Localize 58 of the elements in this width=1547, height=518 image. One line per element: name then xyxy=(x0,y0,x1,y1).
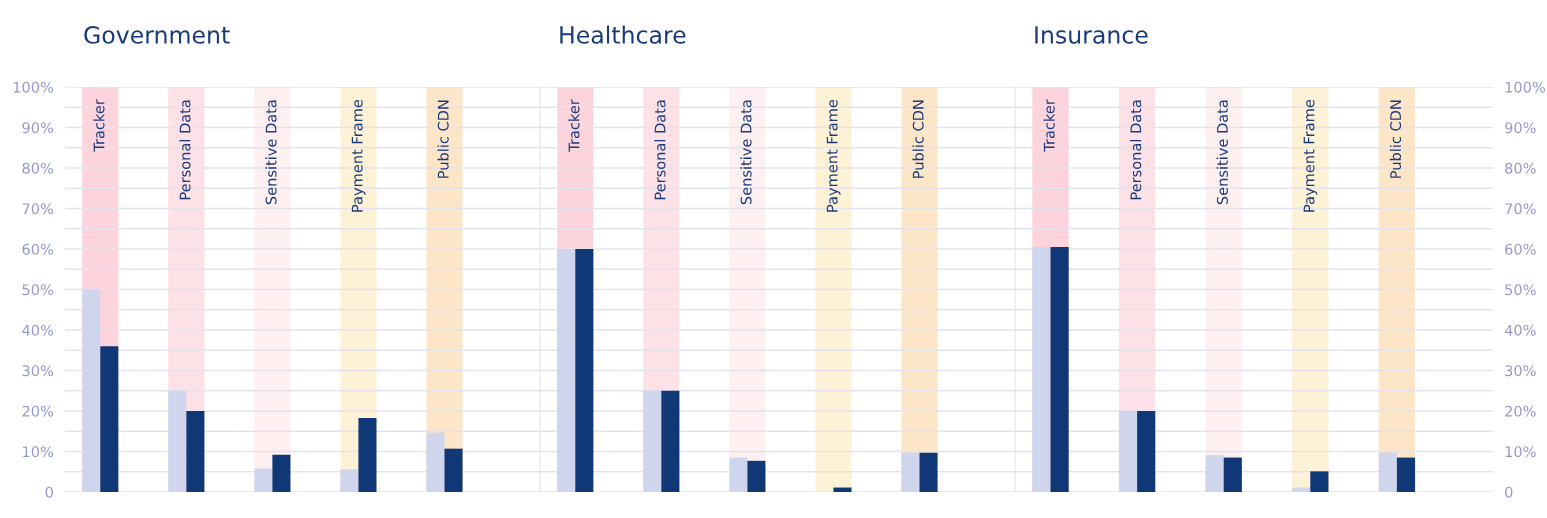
y2-tick-label: 20% xyxy=(1505,405,1536,417)
y2-tick-label: 60% xyxy=(1505,243,1536,255)
y-tick-label: 100% xyxy=(13,81,54,93)
y-tick-label: 30% xyxy=(22,365,54,377)
y2-tick-label: 70% xyxy=(1505,203,1536,215)
bar xyxy=(1118,411,1138,492)
y2-tick-label: 10% xyxy=(1505,446,1536,458)
bar xyxy=(444,448,463,492)
y-tick-label: 60% xyxy=(22,243,54,255)
bar xyxy=(340,469,359,492)
bar xyxy=(272,454,291,492)
bar xyxy=(1378,452,1397,492)
y2-tick-label: 40% xyxy=(1504,324,1536,336)
bar xyxy=(729,457,748,492)
y2-tick-label: 50% xyxy=(1505,284,1536,296)
bar xyxy=(426,432,445,492)
bar xyxy=(1396,457,1416,492)
bar xyxy=(833,487,852,492)
bar xyxy=(643,390,662,492)
bar xyxy=(919,452,938,492)
x-tick-label: Sensitive Data xyxy=(1216,100,1228,205)
y-tick-label: 50% xyxy=(22,284,54,296)
bar xyxy=(186,411,205,492)
bar xyxy=(1137,411,1156,492)
bar xyxy=(575,249,594,492)
y2-tick-label: 80% xyxy=(1505,162,1536,174)
bar xyxy=(901,452,920,492)
y-tick-label: 10% xyxy=(23,446,54,458)
bar xyxy=(100,346,119,492)
x-tick-label: Tracker xyxy=(1043,99,1055,152)
y-tick-label: 80% xyxy=(22,162,54,174)
bar xyxy=(1032,246,1051,492)
y-tick-label: 20% xyxy=(22,405,54,417)
bar xyxy=(168,390,187,492)
x-tick-label: Personal Data xyxy=(1130,100,1142,200)
bar xyxy=(1223,457,1242,492)
bar xyxy=(747,460,766,492)
y2-tick-label: 0 xyxy=(1505,486,1513,498)
y-tick-label: 70% xyxy=(22,203,54,215)
chart-title: Government xyxy=(84,25,230,44)
bar xyxy=(82,289,101,492)
bar xyxy=(1310,471,1329,492)
bar xyxy=(254,468,273,492)
y2-tick-label: 30% xyxy=(1505,365,1536,377)
bar xyxy=(358,417,377,492)
bar xyxy=(557,249,576,492)
chart-title: Insurance xyxy=(1035,26,1148,44)
y-tick-label: 0 xyxy=(45,486,53,498)
chart-title: Healthcare xyxy=(560,25,686,44)
x-tick-label: Public CDN xyxy=(1389,100,1402,178)
y2-tick-label: 90% xyxy=(1505,122,1536,134)
bar xyxy=(1205,455,1224,492)
bar xyxy=(1050,246,1069,492)
y-tick-label: 40% xyxy=(22,324,54,336)
bar xyxy=(661,390,680,492)
y2-tick-label: 100% xyxy=(1505,81,1545,93)
y-tick-label: 90% xyxy=(22,122,54,134)
x-tick-label: Payment Frame xyxy=(1303,99,1318,212)
